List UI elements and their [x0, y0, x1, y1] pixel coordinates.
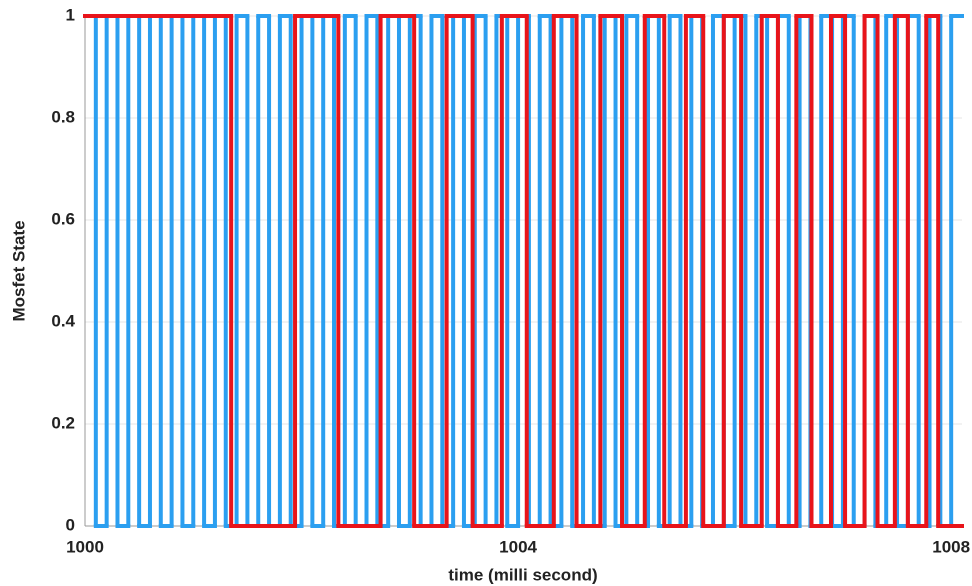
- x-tick-label: 1008: [932, 537, 970, 556]
- y-axis-label: Mosfet State: [9, 220, 28, 321]
- y-tick-label: 0.2: [51, 413, 75, 432]
- y-tick-label: 0: [66, 515, 75, 534]
- y-tick-label: 1: [66, 5, 75, 24]
- y-tick-label: 0.6: [51, 209, 75, 228]
- y-tick-label: 0.8: [51, 107, 75, 126]
- y-tick-label: 0.4: [51, 311, 75, 330]
- x-tick-label: 1000: [66, 537, 104, 556]
- x-tick-label: 1004: [499, 537, 537, 556]
- x-axis-label: time (milli second): [448, 565, 597, 584]
